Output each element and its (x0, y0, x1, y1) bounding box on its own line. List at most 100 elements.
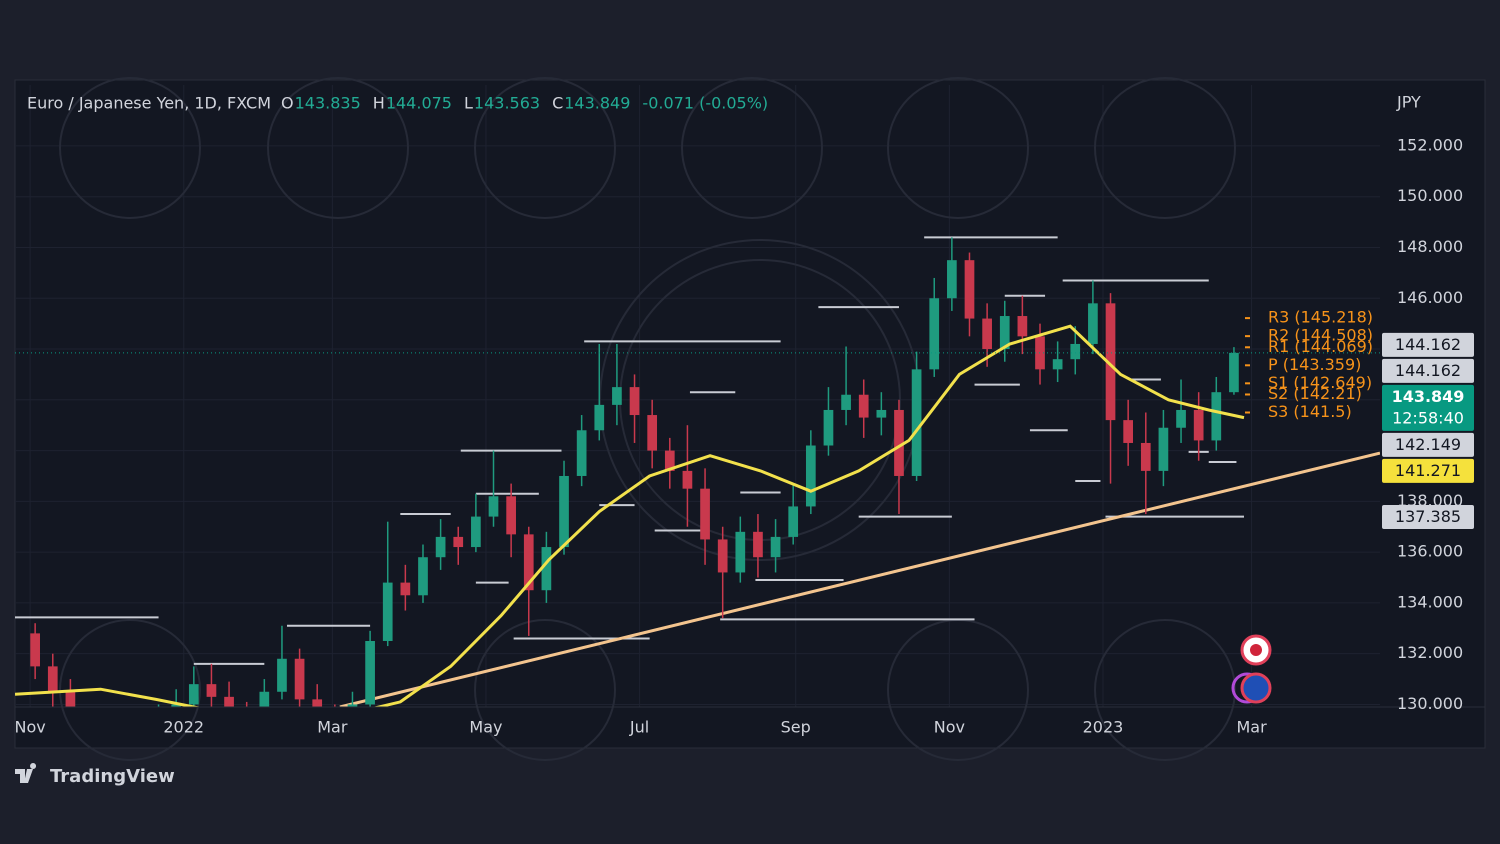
event-icons[interactable] (1231, 634, 1272, 704)
candle-body (171, 704, 182, 707)
price-tag-label: 141.271 (1395, 461, 1461, 480)
y-tick-label: 132.000 (1397, 643, 1463, 662)
candle-body (717, 539, 728, 573)
y-tick-label: 136.000 (1397, 542, 1463, 561)
y-tick-label: 150.000 (1397, 186, 1463, 205)
candle-body (1070, 343, 1081, 360)
price-tag-label: 143.849 (1392, 387, 1465, 406)
y-tick-label: 148.000 (1397, 237, 1463, 256)
candle-body (700, 488, 710, 540)
event-icon-dot (1250, 644, 1262, 656)
candle-body (1176, 409, 1186, 428)
candle-body (664, 450, 675, 471)
candle-body (259, 691, 270, 707)
ohlc-key: C (552, 94, 563, 113)
price-tag (1382, 384, 1474, 431)
candle-body (612, 387, 622, 405)
price-tag-label: 137.385 (1395, 507, 1461, 526)
candle-body (118, 748, 128, 756)
countdown: 12:58:40 (1392, 408, 1464, 427)
candle-body (1105, 303, 1116, 421)
currency-unit: JPY (1396, 93, 1421, 112)
candle-body (1229, 352, 1239, 393)
candle-body (418, 557, 428, 596)
candle-body (1193, 409, 1204, 441)
candle-body (347, 704, 358, 707)
candle-body (1052, 359, 1063, 370)
candle-body (770, 536, 781, 558)
candle-body (365, 640, 375, 705)
pivot-label: S3 (141.5) (1268, 402, 1352, 421)
candle-body (964, 260, 975, 319)
symbol-title: Euro / Japanese Yen, 1D, FXCM (27, 94, 271, 113)
candle-body (471, 516, 481, 548)
y-tick-label: 134.000 (1397, 592, 1463, 611)
event-icon[interactable] (1240, 672, 1272, 704)
ohlc-key: H (373, 94, 385, 113)
price-tag (1382, 458, 1474, 483)
x-tick-label: Nov (14, 718, 45, 737)
x-tick-label: Mar (317, 718, 348, 737)
ohlc-key: O (281, 94, 294, 113)
candle-body (735, 531, 746, 573)
brand-logo[interactable]: TradingView (15, 763, 175, 787)
candle-body (65, 691, 76, 707)
pivot-label: R3 (145.218) (1268, 308, 1373, 327)
price-tags: 144.162 144.162 143.849 12:58:40 142.149 141.… (1382, 332, 1474, 529)
price-tag (1382, 432, 1474, 457)
pivot-label: S1 (142.649) (1268, 373, 1372, 392)
candle-body (312, 699, 323, 707)
moving-average (15, 324, 1245, 707)
y-tick-label: 146.000 (1397, 288, 1463, 307)
x-tick-label: Jul (629, 718, 649, 737)
candle-body (1211, 392, 1222, 441)
price-tag (1382, 332, 1474, 357)
candle-body (541, 547, 552, 591)
price-change: -0.071 (-0.05%) (642, 94, 768, 113)
plot-area (15, 236, 1380, 756)
candle-body (206, 684, 217, 697)
candle-body (435, 536, 446, 558)
candle-body (523, 534, 534, 591)
candle-body (999, 316, 1010, 350)
candle-body (647, 415, 658, 451)
candle-body (1017, 316, 1028, 337)
candle-body (30, 633, 40, 667)
candle-body (629, 387, 640, 416)
candle-body (559, 475, 569, 548)
x-tick-label: May (469, 718, 502, 737)
ohlc-value: 144.075 (386, 94, 452, 113)
candle-body (894, 409, 904, 476)
price-tag-label: 144.162 (1395, 361, 1461, 380)
candle-body (858, 394, 869, 418)
candle-body (453, 536, 464, 548)
logo-mark (15, 763, 37, 783)
price-tag-label: 142.149 (1395, 435, 1461, 454)
candle-body (506, 496, 516, 535)
legend-header: Euro / Japanese Yen, 1D, FXCM O 143.835 H 1… (27, 94, 768, 113)
y-tick-label: 152.000 (1397, 135, 1463, 154)
candle-body (982, 318, 992, 350)
candle-body (594, 404, 605, 431)
candle-body (1035, 336, 1045, 370)
candle-body (224, 696, 234, 707)
ohlc-value: 143.835 (295, 94, 361, 113)
x-tick-label: Nov (934, 718, 965, 737)
candle-body (1140, 442, 1151, 471)
x-tick-label: Mar (1236, 718, 1267, 737)
watermark (59, 77, 1236, 761)
candle-body (382, 582, 393, 641)
candle-body (188, 684, 199, 705)
x-tick-label: Sep (781, 718, 811, 737)
candle-body (788, 506, 799, 537)
candle-body (1158, 427, 1169, 471)
candle-body (876, 409, 887, 418)
candle-body (47, 666, 58, 692)
price-tag-label: 144.162 (1395, 335, 1461, 354)
candle-body (805, 445, 816, 507)
candle-body (400, 582, 411, 596)
candle-body (682, 470, 693, 489)
pivot-label: R2 (144.508) (1268, 326, 1373, 345)
ohlc-value: 143.563 (474, 94, 540, 113)
